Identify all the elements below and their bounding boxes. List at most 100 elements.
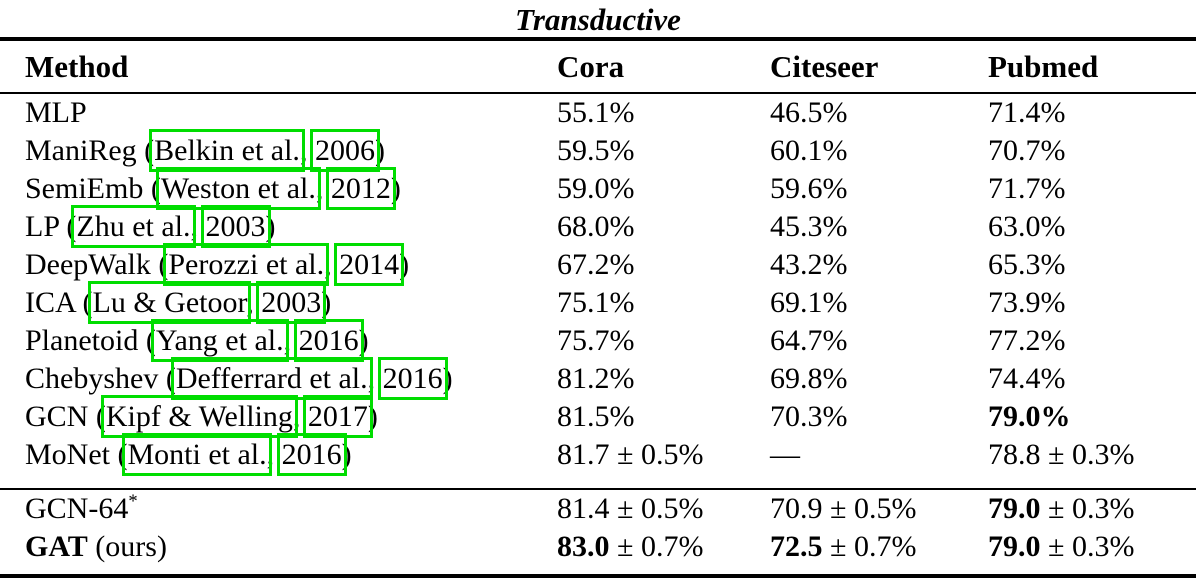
citation-link-year[interactable]: 2016 [377,357,448,400]
value-regular: ± 0.3% [1040,492,1135,525]
pubmed-value-cell: 70.7% [988,132,1196,170]
table-row: MLP 55.1% 46.5% 71.4% [0,94,1196,132]
method-name: Chebyshev ( [25,362,176,395]
citation-link-year[interactable]: 2012 [325,167,396,210]
value-regular: 75.7% [557,324,635,357]
header-rule [0,92,1196,94]
method-cell: ManiReg (Belkin et al., 2006) [0,129,557,172]
value-regular: 81.7 ± 0.5% [557,438,704,471]
citation-link-name[interactable]: Defferrard et al. [170,357,373,400]
pubmed-value-cell: 63.0% [988,208,1196,246]
citation-link-name[interactable]: Weston et al. [155,167,321,210]
citation-link-name[interactable]: Perozzi et al. [163,243,330,286]
citation-separator: , [299,134,315,167]
citeseer-value-cell: 60.1% [770,132,988,170]
pubmed-value-cell: 71.4% [988,94,1196,132]
citation-link-year[interactable]: 2016 [276,433,347,476]
table-row: GAT (ours) 83.0 ± 0.7% 72.5 ± 0.7% 79.0 … [0,528,1196,566]
pubmed-value-cell: 73.9% [988,284,1196,322]
pubmed-value-cell: 79.0 ± 0.3% [988,528,1196,566]
value-regular: 74.4% [988,362,1066,395]
citeseer-value-cell: 69.1% [770,284,988,322]
citation-link-year[interactable]: 2003 [200,205,271,248]
value-regular: 46.5% [770,96,848,129]
table-row: LP (Zhu et al., 2003) 68.0% 45.3% 63.0% [0,205,1196,248]
method-name: GCN-64 [25,492,129,525]
value-regular: 78.8 ± 0.3% [988,438,1135,471]
table-row: Chebyshev (Defferrard et al., 2016) 81.2… [0,357,1196,400]
citeseer-value-cell: 72.5 ± 0.7% [770,528,988,566]
citeseer-value-cell: 70.3% [770,398,988,436]
table-header-row: Method Cora Citeseer Pubmed [0,41,1196,92]
method-cell: SemiEmb (Weston et al., 2012) [0,167,557,210]
pubmed-value-cell: 77.2% [988,322,1196,360]
value-regular: 81.2% [557,362,635,395]
citation-separator: , [266,438,282,471]
citation-separator: , [367,362,383,395]
value-regular: 63.0% [988,210,1066,243]
cora-value-cell: 67.2% [557,246,770,284]
table-row: SemiEmb (Weston et al., 2012) 59.0% 59.6… [0,167,1196,210]
method-suffix: ) [374,134,385,167]
citation-link-name[interactable]: Belkin et al. [149,129,305,172]
citation-link-name[interactable]: Kipf & Welling [100,395,298,438]
cora-value-cell: 75.1% [557,284,770,322]
table-row: MoNet (Monti et al., 2016) 81.7 ± 0.5% —… [0,433,1196,476]
citation-link-name[interactable]: Zhu et al. [71,205,196,248]
value-regular: 43.2% [770,248,848,281]
method-suffix: ) [341,438,352,471]
value-regular: — [770,438,800,471]
method-asterisk: * [128,491,138,512]
method-cell: GAT (ours) [0,528,557,566]
value-regular: 67.2% [557,248,635,281]
method-name: GCN ( [25,400,106,433]
table-title: Transductive [515,2,681,37]
citation-separator: , [190,210,206,243]
value-regular: 59.6% [770,172,848,205]
value-regular: 65.3% [988,248,1066,281]
citeseer-value-cell: 43.2% [770,246,988,284]
citeseer-value-cell: 70.9 ± 0.5% [770,490,988,528]
cora-value-cell: 81.2% [557,360,770,398]
pubmed-value-cell: 79.0 ± 0.3% [988,490,1196,528]
citeseer-value-cell: 45.3% [770,208,988,246]
citation-link-name[interactable]: Yang et al. [150,319,289,362]
value-bold: 79.0% [988,400,1071,433]
value-regular: ± 0.7% [822,530,917,563]
citation-link-year[interactable]: 2006 [309,129,380,172]
table-row: GCN (Kipf & Welling, 2017) 81.5% 70.3% 7… [0,395,1196,438]
citation-link-year[interactable]: 2016 [293,319,364,362]
method-suffix: ) [321,286,332,319]
cora-value-cell: 83.0 ± 0.7% [557,528,770,566]
cora-value-cell: 68.0% [557,208,770,246]
table-row: ICA (Lu & Getoor, 2003) 75.1% 69.1% 73.9… [0,281,1196,324]
citation-link-name[interactable]: Lu & Getoor [87,281,252,324]
method-cell: ICA (Lu & Getoor, 2003) [0,281,557,324]
method-name: DeepWalk ( [25,248,169,281]
citation-link-year[interactable]: 2014 [334,243,405,286]
value-regular: 75.1% [557,286,635,319]
value-regular: 68.0% [557,210,635,243]
citation-link-year[interactable]: 2017 [302,395,373,438]
value-bold: 79.0 [988,492,1041,525]
value-regular: 69.8% [770,362,848,395]
method-suffix: ) [390,172,401,205]
value-regular: 81.5% [557,400,635,433]
citation-link-year[interactable]: 2003 [256,281,327,324]
method-name: SemiEmb ( [25,172,161,205]
table-row: ManiReg (Belkin et al., 2006) 59.5% 60.1… [0,129,1196,172]
cora-value-cell: 59.0% [557,170,770,208]
value-regular: 77.2% [988,324,1066,357]
cora-value-cell: 81.4 ± 0.5% [557,490,770,528]
method-suffix: ) [358,324,369,357]
method-cell: LP (Zhu et al., 2003) [0,205,557,248]
column-header-pubmed: Pubmed [988,49,1099,84]
citation-link-name[interactable]: Monti et al. [122,433,272,476]
method-cell: Planetoid (Yang et al., 2016) [0,319,557,362]
bottom-rule [0,574,1196,578]
citation-separator: , [324,248,340,281]
citation-separator: , [246,286,262,319]
method-suffix: ) [265,210,276,243]
value-regular: 71.4% [988,96,1066,129]
method-cell: MoNet (Monti et al., 2016) [0,433,557,476]
